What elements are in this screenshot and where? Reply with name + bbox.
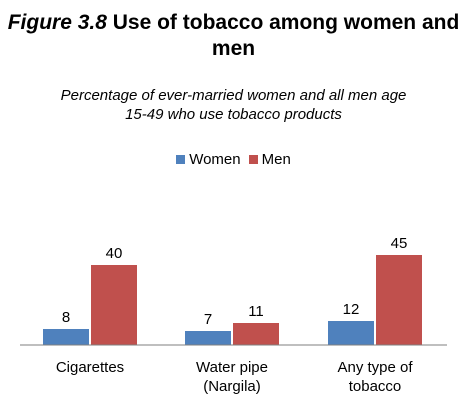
bar-men-water-pipe-nargila — [233, 323, 279, 345]
chart-title-text: Use of tobacco among women and men — [112, 11, 460, 60]
category-label-water-pipe-nargila: Water pipe — [196, 359, 268, 376]
legend-label-women: Women — [189, 151, 241, 168]
bar-women-water-pipe-nargila — [185, 331, 231, 345]
data-label-men-any-type-of-tobacco: 45 — [391, 235, 408, 252]
figure-label: Figure 3.8 — [7, 11, 107, 34]
data-label-women-any-type-of-tobacco: 12 — [343, 301, 360, 318]
legend: Women Men — [0, 151, 467, 168]
bar-women-cigarettes — [43, 329, 89, 345]
data-label-men-water-pipe-nargila: 11 — [248, 303, 264, 320]
legend-label-men: Men — [261, 151, 291, 168]
category-label-water-pipe-nargila: (Nargila) — [203, 378, 261, 395]
bar-men-any-type-of-tobacco — [376, 255, 422, 345]
data-label-women-cigarettes: 8 — [62, 309, 70, 326]
category-label-any-type-of-tobacco: tobacco — [349, 378, 402, 395]
category-label-any-type-of-tobacco: Any type of — [337, 359, 413, 376]
legend-swatch-women — [176, 155, 186, 164]
data-label-women-water-pipe-nargila: 7 — [204, 311, 212, 328]
chart-subtitle: Percentage of ever-married women and all… — [60, 87, 407, 123]
legend-item-men: Men — [248, 151, 291, 168]
data-label-men-cigarettes: 40 — [106, 245, 123, 262]
category-label-cigarettes: Cigarettes — [56, 359, 124, 376]
legend-item-women: Women — [176, 151, 241, 168]
bar-men-cigarettes — [91, 265, 137, 345]
chart-title: Figure 3.8 Use of tobacco among women an… — [0, 10, 467, 62]
bar-women-any-type-of-tobacco — [328, 321, 374, 345]
legend-swatch-men — [248, 155, 258, 164]
